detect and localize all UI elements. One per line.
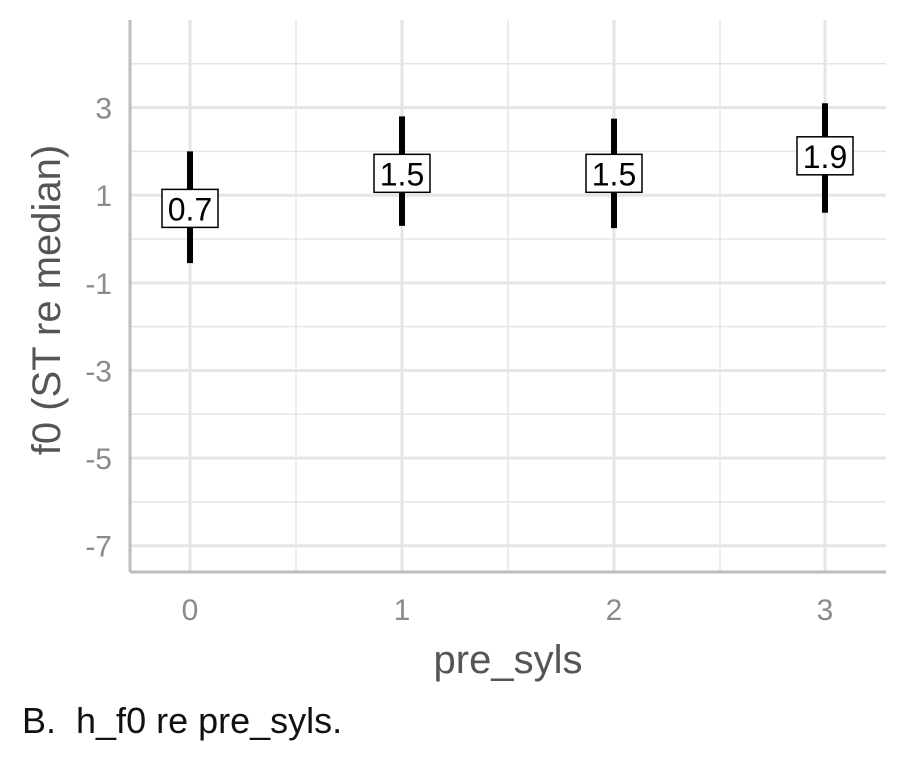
data-labels: 0.7 1.5 1.5 1.9 xyxy=(161,136,854,229)
x-tick-label: 2 xyxy=(606,594,623,627)
data-label: 0.7 xyxy=(168,191,212,227)
chart: 0.7 1.5 1.5 1.9 -7 -5 -3 -1 1 3 0 1 2 3 pre_syls f0 … xyxy=(25,20,886,682)
y-tick-label: 1 xyxy=(95,180,112,213)
x-tick-label: 0 xyxy=(182,594,199,627)
data-label-box xyxy=(796,136,854,176)
data-label: 1.5 xyxy=(592,156,636,192)
y-tick-label: -3 xyxy=(85,355,112,388)
figure-caption: B. h_f0 re pre_syls. xyxy=(22,700,343,741)
data-label: 1.9 xyxy=(803,139,847,175)
tick-labels: -7 -5 -3 -1 1 3 0 1 2 3 xyxy=(85,93,833,627)
y-tick-label: -7 xyxy=(85,531,112,564)
grid xyxy=(130,20,886,572)
data-label-box xyxy=(585,153,643,194)
data-label-box xyxy=(373,153,431,194)
y-tick-label: 3 xyxy=(95,93,112,126)
y-tick-label: -5 xyxy=(85,443,112,476)
data-label: 1.5 xyxy=(380,156,424,192)
x-tick-label: 1 xyxy=(394,594,411,627)
y-axis-title: f0 (ST re median) xyxy=(25,145,69,456)
x-tick-label: 3 xyxy=(817,594,834,627)
x-axis-title: pre_syls xyxy=(434,638,583,682)
y-tick-label: -1 xyxy=(85,268,112,301)
data-label-box xyxy=(161,188,219,229)
axes xyxy=(128,20,886,574)
